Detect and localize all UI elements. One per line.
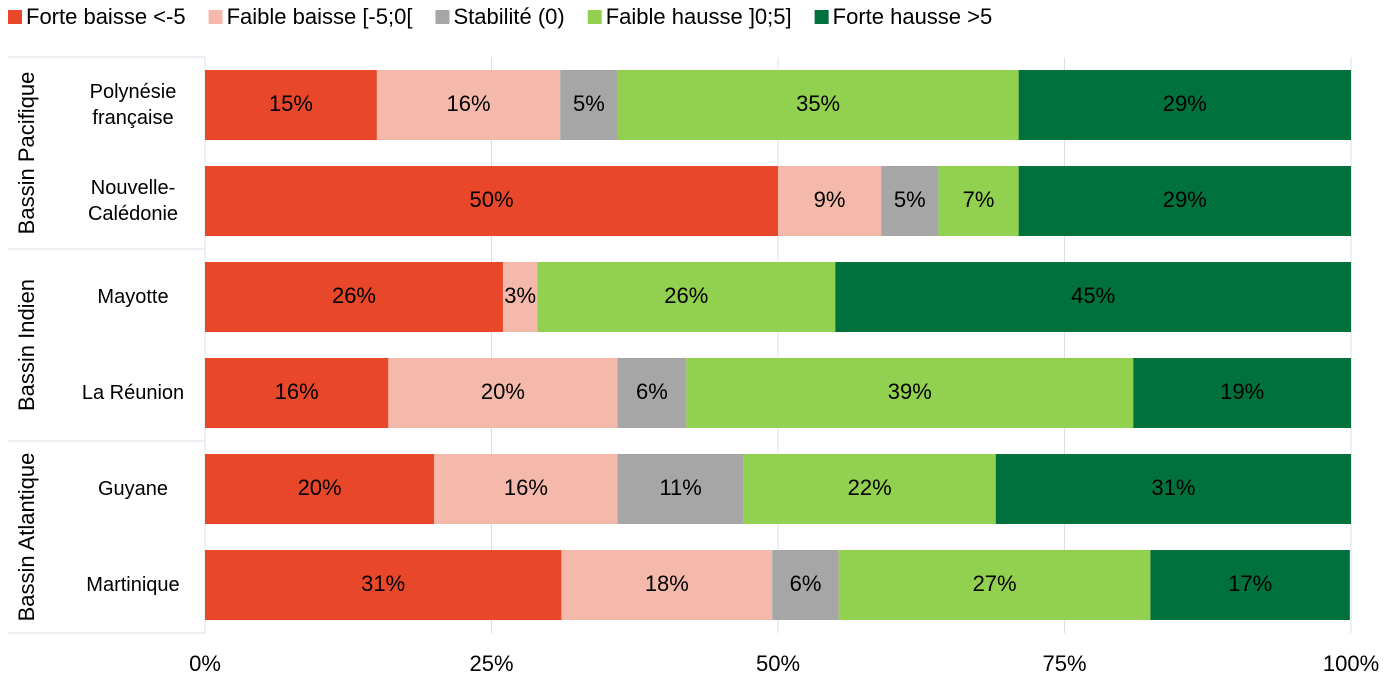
data-label: 16% <box>275 379 319 404</box>
data-label: 27% <box>973 571 1017 596</box>
data-label: 6% <box>790 571 822 596</box>
x-tick-label: 50% <box>756 651 800 676</box>
bar-segment <box>686 358 1134 428</box>
data-label: 9% <box>814 187 846 212</box>
bar-segment <box>205 70 377 140</box>
legend-swatch <box>814 10 829 24</box>
data-label: 18% <box>645 571 689 596</box>
group-label: Bassin Indien <box>14 279 39 411</box>
data-label: 31% <box>1151 475 1195 500</box>
data-label: 15% <box>269 91 313 116</box>
legend-label: Faible hausse ]0;5] <box>606 4 792 29</box>
x-tick-label: 100% <box>1323 651 1379 676</box>
group-label: Bassin Pacifique <box>14 72 39 235</box>
data-label: 35% <box>796 91 840 116</box>
bar-segment <box>1018 70 1351 140</box>
data-label: 19% <box>1220 379 1264 404</box>
legend-swatch <box>208 10 223 24</box>
data-label: 5% <box>573 91 605 116</box>
data-label: 29% <box>1163 187 1207 212</box>
category-label: Nouvelle- Calédonie <box>87 177 179 225</box>
bar-segment <box>560 70 618 140</box>
bar-segment <box>617 70 1019 140</box>
category-label: Martinique <box>86 574 180 596</box>
bar-segment <box>502 262 538 332</box>
bar-segment <box>205 358 389 428</box>
data-label: 31% <box>361 571 405 596</box>
data-label: 11% <box>659 475 701 500</box>
bar-segment <box>388 358 618 428</box>
bar-segment <box>561 550 773 620</box>
bar-segment <box>995 454 1351 524</box>
category-label: Guyane <box>97 478 169 500</box>
bar-segment <box>881 166 939 236</box>
bar-segment <box>1018 166 1351 236</box>
data-label: 20% <box>481 379 525 404</box>
bar-segment <box>617 454 744 524</box>
data-label: 26% <box>664 283 708 308</box>
bar-segment <box>1150 550 1350 620</box>
bar-segment <box>537 262 836 332</box>
data-label: 22% <box>848 475 892 500</box>
bar-segment <box>835 262 1351 332</box>
bar-segment <box>617 358 687 428</box>
data-label: 16% <box>504 475 548 500</box>
bar-segment <box>1133 358 1351 428</box>
legend-label: Faible baisse [-5;0[ <box>227 4 413 29</box>
data-label: 45% <box>1071 283 1115 308</box>
bar-segment <box>434 454 618 524</box>
group-label: Bassin Atlantique <box>14 453 39 622</box>
x-tick-label: 75% <box>1042 651 1086 676</box>
bar-segment <box>778 166 882 236</box>
bar-segment <box>838 550 1151 620</box>
bar-segment <box>205 262 503 332</box>
data-label: 3% <box>504 283 536 308</box>
data-label: 29% <box>1163 91 1207 116</box>
category-label: Polynésie française <box>89 81 177 129</box>
bar-segment <box>772 550 839 620</box>
data-label: 50% <box>469 187 513 212</box>
legend-swatch <box>435 10 450 24</box>
legend-label: Stabilité (0) <box>453 4 564 29</box>
legend-label: Forte baisse <-5 <box>26 4 186 29</box>
data-label: 6% <box>636 379 668 404</box>
x-tick-label: 25% <box>469 651 513 676</box>
data-label: 7% <box>963 187 995 212</box>
data-label: 20% <box>298 475 342 500</box>
bar-segment <box>938 166 1019 236</box>
bar-segment <box>205 166 778 236</box>
legend-swatch <box>8 10 22 24</box>
bar-segment <box>376 70 561 140</box>
x-tick-label: 0% <box>189 651 221 676</box>
bar-segment <box>205 454 435 524</box>
data-label: 5% <box>894 187 926 212</box>
data-label: 26% <box>332 283 376 308</box>
data-label: 17% <box>1228 571 1272 596</box>
bar-segment <box>743 454 996 524</box>
data-label: 39% <box>888 379 932 404</box>
legend-label: Forte hausse >5 <box>833 4 993 29</box>
data-label: 16% <box>447 91 491 116</box>
legend-swatch <box>587 10 602 24</box>
bar-segment <box>205 550 562 620</box>
category-label: Mayotte <box>97 286 169 308</box>
category-label: La Réunion <box>81 382 185 404</box>
